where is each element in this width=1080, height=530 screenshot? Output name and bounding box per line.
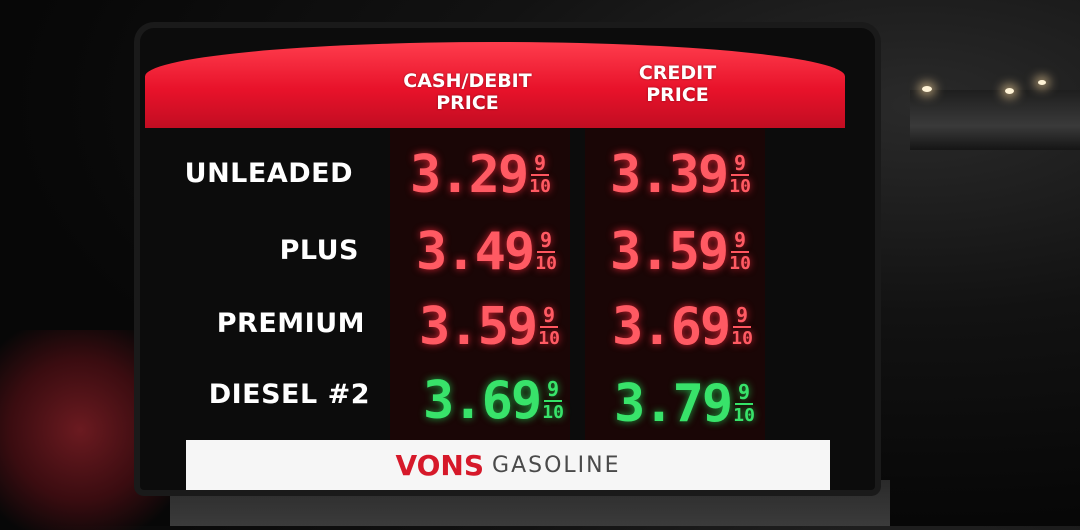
cash-debit-header: CASH/DEBIT PRICE [380, 70, 555, 114]
grade-label: PLUS [279, 235, 359, 266]
brand-footer: VONS GASOLINE [186, 440, 830, 490]
fraction-bar [537, 251, 556, 253]
fraction-bar [731, 251, 750, 253]
cash-price: 3.69 9 10 [423, 371, 564, 431]
credit-header-line2: PRICE [646, 84, 709, 106]
brand-name: VONS [395, 448, 485, 482]
price-fraction: 9 10 [542, 377, 564, 423]
price-fraction: 9 10 [729, 151, 751, 197]
price-value: 3.79 [614, 374, 733, 434]
price-value: 3.69 [423, 371, 542, 431]
fraction-denominator: 10 [529, 176, 551, 197]
sign-header-band [145, 42, 845, 128]
fraction-denominator: 10 [538, 328, 560, 349]
fraction-denominator: 10 [731, 328, 753, 349]
price-fraction: 9 10 [731, 303, 753, 349]
car-headlight [1038, 80, 1046, 85]
fraction-denominator: 10 [542, 402, 564, 423]
price-fraction: 9 10 [538, 303, 560, 349]
fraction-numerator: 9 [734, 228, 747, 252]
fraction-numerator: 9 [547, 377, 560, 401]
fraction-denominator: 10 [729, 253, 751, 274]
credit-header-line1: CREDIT [638, 62, 717, 84]
fraction-numerator: 9 [738, 380, 751, 404]
cash-price: 3.29 9 10 [410, 145, 551, 205]
brand-subtitle: GASOLINE [492, 452, 621, 478]
price-fraction: 9 10 [529, 151, 551, 197]
cash-price: 3.59 9 10 [419, 297, 560, 357]
credit-header: CREDIT PRICE [590, 62, 765, 106]
cash-header-line1: CASH/DEBIT [403, 70, 532, 92]
fraction-numerator: 9 [736, 303, 749, 327]
fraction-bar [735, 403, 754, 405]
fraction-bar [540, 326, 559, 328]
credit-price: 3.39 9 10 [610, 145, 751, 205]
fraction-denominator: 10 [535, 253, 557, 274]
grade-label: PREMIUM [216, 308, 365, 339]
price-value: 3.39 [610, 145, 729, 205]
cash-header-line2: PRICE [436, 92, 499, 114]
cash-price-panel [390, 128, 570, 440]
fraction-bar [733, 326, 752, 328]
price-value: 3.59 [419, 297, 538, 357]
cash-price: 3.49 9 10 [416, 222, 557, 282]
fraction-bar [531, 174, 550, 176]
price-fraction: 9 10 [733, 380, 755, 426]
price-value: 3.69 [612, 297, 731, 357]
car-headlight [1005, 88, 1014, 94]
credit-price: 3.59 9 10 [610, 222, 751, 282]
background-street [910, 90, 1080, 150]
price-fraction: 9 10 [535, 228, 557, 274]
fraction-denominator: 10 [729, 176, 751, 197]
credit-price-panel [585, 128, 765, 440]
fraction-numerator: 9 [540, 228, 553, 252]
credit-price: 3.79 9 10 [614, 374, 755, 434]
price-value: 3.59 [610, 222, 729, 282]
fraction-denominator: 10 [733, 405, 755, 426]
grade-label: DIESEL #2 [208, 379, 370, 410]
fraction-numerator: 9 [543, 303, 556, 327]
fraction-bar [544, 400, 563, 402]
price-fraction: 9 10 [729, 228, 751, 274]
price-value: 3.29 [410, 145, 529, 205]
credit-price: 3.69 9 10 [612, 297, 753, 357]
fraction-numerator: 9 [734, 151, 747, 175]
fraction-bar [731, 174, 750, 176]
grade-label: UNLEADED [184, 158, 353, 189]
price-value: 3.49 [416, 222, 535, 282]
car-headlight [922, 86, 932, 92]
fraction-numerator: 9 [534, 151, 547, 175]
